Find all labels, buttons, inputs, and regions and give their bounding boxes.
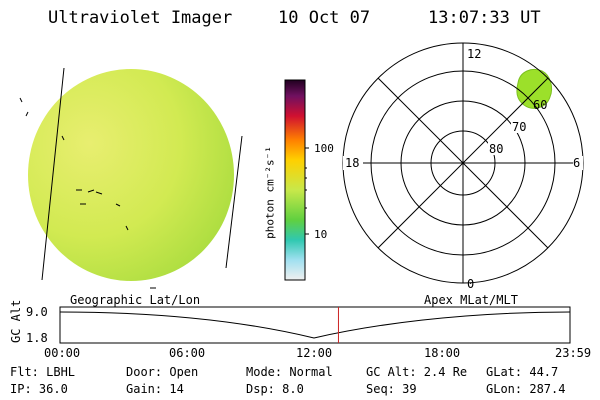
lat-label-60: 60 xyxy=(533,98,547,112)
status-mode: Mode: Normal xyxy=(246,365,333,379)
status-ip: IP: 36.0 xyxy=(10,382,68,396)
timeline-title-left: Geographic Lat/Lon xyxy=(70,293,201,307)
timeline-x-tick-0600: 06:00 xyxy=(169,346,206,360)
timeline-y-tick-bottom: 1.8 xyxy=(26,331,48,345)
lat-label-70: 70 xyxy=(512,120,526,134)
timeline-frame xyxy=(59,306,571,344)
earth-disk xyxy=(28,69,234,281)
mlt-label-6: 6 xyxy=(573,156,580,170)
timeline-x-tick-1800: 18:00 xyxy=(424,346,461,360)
timeline-x-tick-1200: 12:00 xyxy=(296,346,333,360)
status-gain: Gain: 14 xyxy=(126,382,184,396)
color-scale-bar xyxy=(284,79,309,281)
mlt-label-18: 18 xyxy=(345,156,359,170)
mlt-label-12: 12 xyxy=(467,47,481,61)
status-dsp: Dsp: 8.0 xyxy=(246,382,304,396)
polar-mlt-plot: 12 18 6 0 80 70 60 xyxy=(342,42,584,290)
colorbar-tick-100: 100 xyxy=(314,142,334,155)
timeline-x-tick-2359: 23:59 xyxy=(555,346,592,360)
coastline-marks xyxy=(19,97,156,289)
colorbar-tick-10: 10 xyxy=(314,228,328,241)
lat-label-80: 80 xyxy=(489,142,503,156)
observation-time: 13:07:33 UT xyxy=(428,8,541,28)
timeline-y-tick-top: 9.0 xyxy=(26,305,48,319)
status-door: Door: Open xyxy=(126,365,199,379)
mlt-label-0: 0 xyxy=(467,277,474,290)
status-glat: GLat: 44.7 xyxy=(486,365,559,379)
observation-date: 10 Oct 07 xyxy=(278,8,371,28)
earth-image xyxy=(19,67,243,289)
polar-grid xyxy=(342,42,584,284)
status-seq: Seq: 39 xyxy=(366,382,417,396)
colorbar-unit-label: photon cm⁻²s⁻¹ xyxy=(263,146,277,239)
altitude-curve xyxy=(59,311,571,339)
status-filter: Flt: LBHL xyxy=(10,365,76,379)
instrument-title: Ultraviolet Imager xyxy=(48,8,233,28)
altitude-timeline xyxy=(59,306,571,344)
timeline-title-right: Apex MLat/MLT xyxy=(424,293,518,307)
status-gc-alt: GC Alt: 2.4 Re xyxy=(366,365,468,379)
timeline-x-tick-0000: 00:00 xyxy=(44,346,81,360)
aurora-oval-patch xyxy=(516,69,553,109)
terminator-line-left xyxy=(41,67,65,281)
status-glon: GLon: 287.4 xyxy=(486,382,566,396)
terminator-line-right xyxy=(225,135,243,269)
